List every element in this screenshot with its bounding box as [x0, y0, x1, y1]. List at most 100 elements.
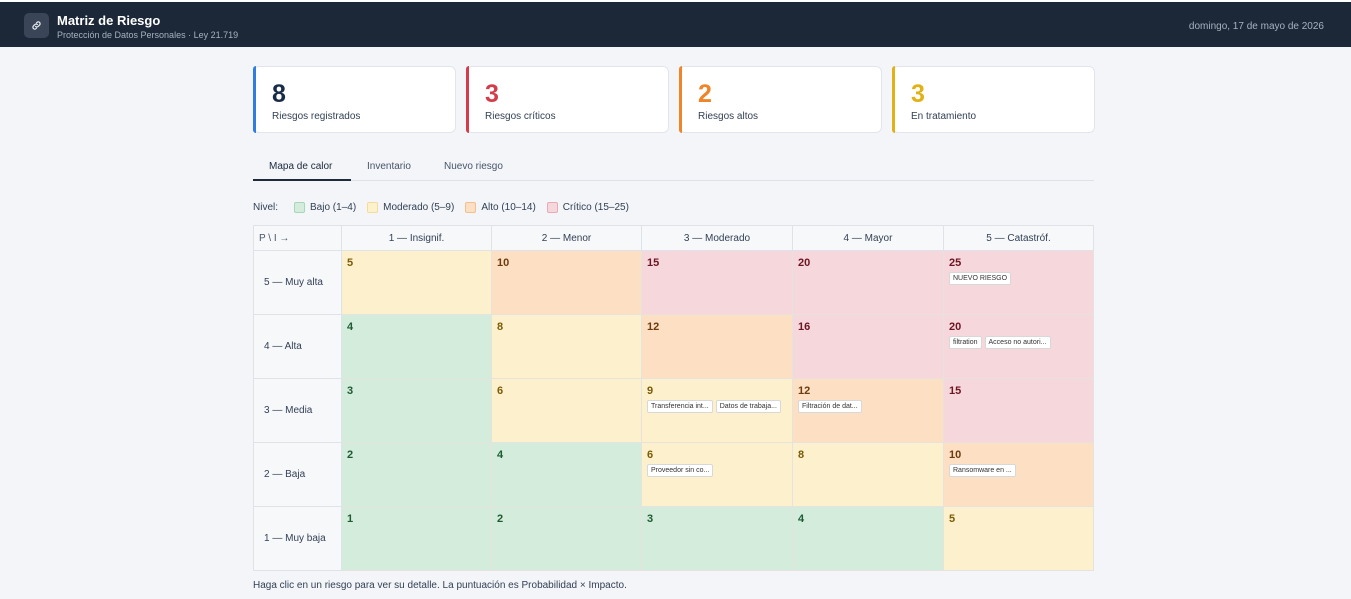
- matrix-cell[interactable]: 4: [342, 315, 492, 379]
- impact-header-major: 4 — Mayor: [793, 226, 944, 251]
- matrix-cell[interactable]: 6: [492, 379, 642, 443]
- cell-score: 8: [497, 321, 504, 333]
- stat-card-treatment: 3 En tratamiento: [892, 66, 1095, 133]
- cell-score: 4: [347, 321, 354, 333]
- tab-heatmap[interactable]: Mapa de calor: [269, 161, 333, 172]
- matrix-cell[interactable]: 5: [342, 251, 492, 315]
- active-tab-indicator: [253, 179, 351, 181]
- risk-chip-list: Ransomware en ...: [949, 464, 1088, 477]
- stat-value: 3: [911, 80, 925, 108]
- risk-chip[interactable]: NUEVO RIESGO: [949, 272, 1012, 285]
- matrix-cell[interactable]: 12 Filtración de dat...: [793, 379, 944, 443]
- legend-swatch: [294, 201, 306, 213]
- cell-score: 8: [798, 449, 805, 461]
- stat-card-critical: 3 Riesgos críticos: [466, 66, 669, 133]
- probability-label-medium: 3 — Media: [254, 379, 342, 443]
- stat-label: Riesgos críticos: [485, 111, 556, 122]
- matrix-cell[interactable]: 2: [492, 507, 642, 571]
- matrix-cell[interactable]: 4: [492, 443, 642, 507]
- matrix-cell[interactable]: 16: [793, 315, 944, 379]
- cell-score: 20: [798, 257, 811, 269]
- risk-chip[interactable]: Proveedor sin co...: [647, 464, 714, 477]
- legend-item-critical: Crítico (15–25): [546, 201, 629, 213]
- legend-swatch: [546, 201, 558, 213]
- risk-chip[interactable]: Ransomware en ...: [949, 464, 1016, 477]
- legend-label: Crítico (15–25): [562, 201, 629, 213]
- cell-score: 10: [949, 449, 962, 461]
- stat-accent-bar: [466, 66, 469, 133]
- matrix-cell[interactable]: 20 filtration Acceso no autori...: [944, 315, 1094, 379]
- cell-score: 4: [497, 449, 504, 461]
- app-subtitle: Protección de Datos Personales · Ley 21.…: [57, 30, 239, 40]
- cell-score: 10: [497, 257, 510, 269]
- legend-title: Nivel:: [253, 201, 279, 213]
- cell-score: 12: [647, 321, 660, 333]
- link-icon: [32, 21, 41, 30]
- cell-score: 4: [798, 513, 805, 525]
- matrix-cell[interactable]: 8: [492, 315, 642, 379]
- matrix-cell[interactable]: 15: [944, 379, 1094, 443]
- cell-score: 2: [497, 513, 504, 525]
- matrix-cell[interactable]: 5: [944, 507, 1094, 571]
- risk-chip[interactable]: Acceso no autori...: [984, 336, 1051, 349]
- risk-chip[interactable]: Transferencia int...: [647, 400, 713, 413]
- impact-header-catastrophic: 5 — Catastróf.: [944, 226, 1094, 251]
- matrix-cell[interactable]: 2: [342, 443, 492, 507]
- legend-swatch: [465, 201, 477, 213]
- legend-item-high: Alto (10–14): [465, 201, 536, 213]
- impact-header-moderate: 3 — Moderado: [642, 226, 793, 251]
- cell-score: 5: [347, 257, 354, 269]
- footnote: Haga clic en un riesgo para ver su detal…: [253, 580, 627, 591]
- cell-score: 6: [647, 449, 654, 461]
- app-title: Matriz de Riesgo: [57, 13, 161, 28]
- matrix-cell[interactable]: 20: [793, 251, 944, 315]
- matrix-cell[interactable]: 4: [793, 507, 944, 571]
- cell-score: 1: [347, 513, 354, 525]
- matrix-cell[interactable]: 10: [492, 251, 642, 315]
- legend-item-moderate: Moderado (5–9): [367, 201, 455, 213]
- cell-score: 9: [647, 385, 654, 397]
- probability-label-high: 4 — Alta: [254, 315, 342, 379]
- stat-value: 8: [272, 80, 286, 108]
- matrix-cell[interactable]: 3: [342, 379, 492, 443]
- current-date: domingo, 17 de mayo de 2026: [1188, 21, 1324, 32]
- matrix-cell[interactable]: 25 NUEVO RIESGO: [944, 251, 1094, 315]
- logo: [24, 13, 49, 38]
- stat-label: Riesgos registrados: [272, 111, 361, 122]
- legend-label: Bajo (1–4): [310, 201, 357, 213]
- cell-score: 12: [798, 385, 811, 397]
- probability-label-low: 2 — Baja: [254, 443, 342, 507]
- cell-score: 5: [949, 513, 956, 525]
- matrix-cell[interactable]: 9 Transferencia int... Datos de trabaja...: [642, 379, 793, 443]
- cell-score: 3: [347, 385, 354, 397]
- matrix-cell[interactable]: 15: [642, 251, 793, 315]
- stat-accent-bar: [892, 66, 895, 133]
- cell-score: 20: [949, 321, 962, 333]
- risk-chip-list: filtration Acceso no autori...: [949, 336, 1088, 349]
- matrix-cell[interactable]: 6 Proveedor sin co...: [642, 443, 793, 507]
- matrix-cell[interactable]: 1: [342, 507, 492, 571]
- impact-header-minor: 2 — Menor: [492, 226, 642, 251]
- cell-score: 25: [949, 257, 962, 269]
- cell-score: 15: [949, 385, 962, 397]
- cell-score: 6: [497, 385, 504, 397]
- legend-label: Moderado (5–9): [383, 201, 455, 213]
- risk-chip[interactable]: Filtración de dat...: [798, 400, 862, 413]
- risk-chip[interactable]: filtration: [949, 336, 982, 349]
- risk-chip-list: Transferencia int... Datos de trabaja...: [647, 400, 787, 413]
- probability-label-very-low: 1 — Muy baja: [254, 507, 342, 571]
- tab-inventory[interactable]: Inventario: [367, 161, 411, 172]
- matrix-cell[interactable]: 8: [793, 443, 944, 507]
- legend-label: Alto (10–14): [481, 201, 536, 213]
- matrix-corner-label: P \ I →: [254, 226, 342, 251]
- matrix-cell[interactable]: 10 Ransomware en ...: [944, 443, 1094, 507]
- risk-chip[interactable]: Datos de trabaja...: [715, 400, 781, 413]
- matrix-cell[interactable]: 12: [642, 315, 793, 379]
- matrix-cell[interactable]: 3: [642, 507, 793, 571]
- tab-new-risk[interactable]: Nuevo riesgo: [444, 161, 503, 172]
- legend-swatch: [367, 201, 379, 213]
- stat-value: 2: [698, 80, 712, 108]
- level-legend: Nivel: Bajo (1–4) Moderado (5–9) Alto (1…: [253, 200, 640, 214]
- top-bar: Matriz de Riesgo Protección de Datos Per…: [0, 0, 1351, 47]
- cell-score: 3: [647, 513, 654, 525]
